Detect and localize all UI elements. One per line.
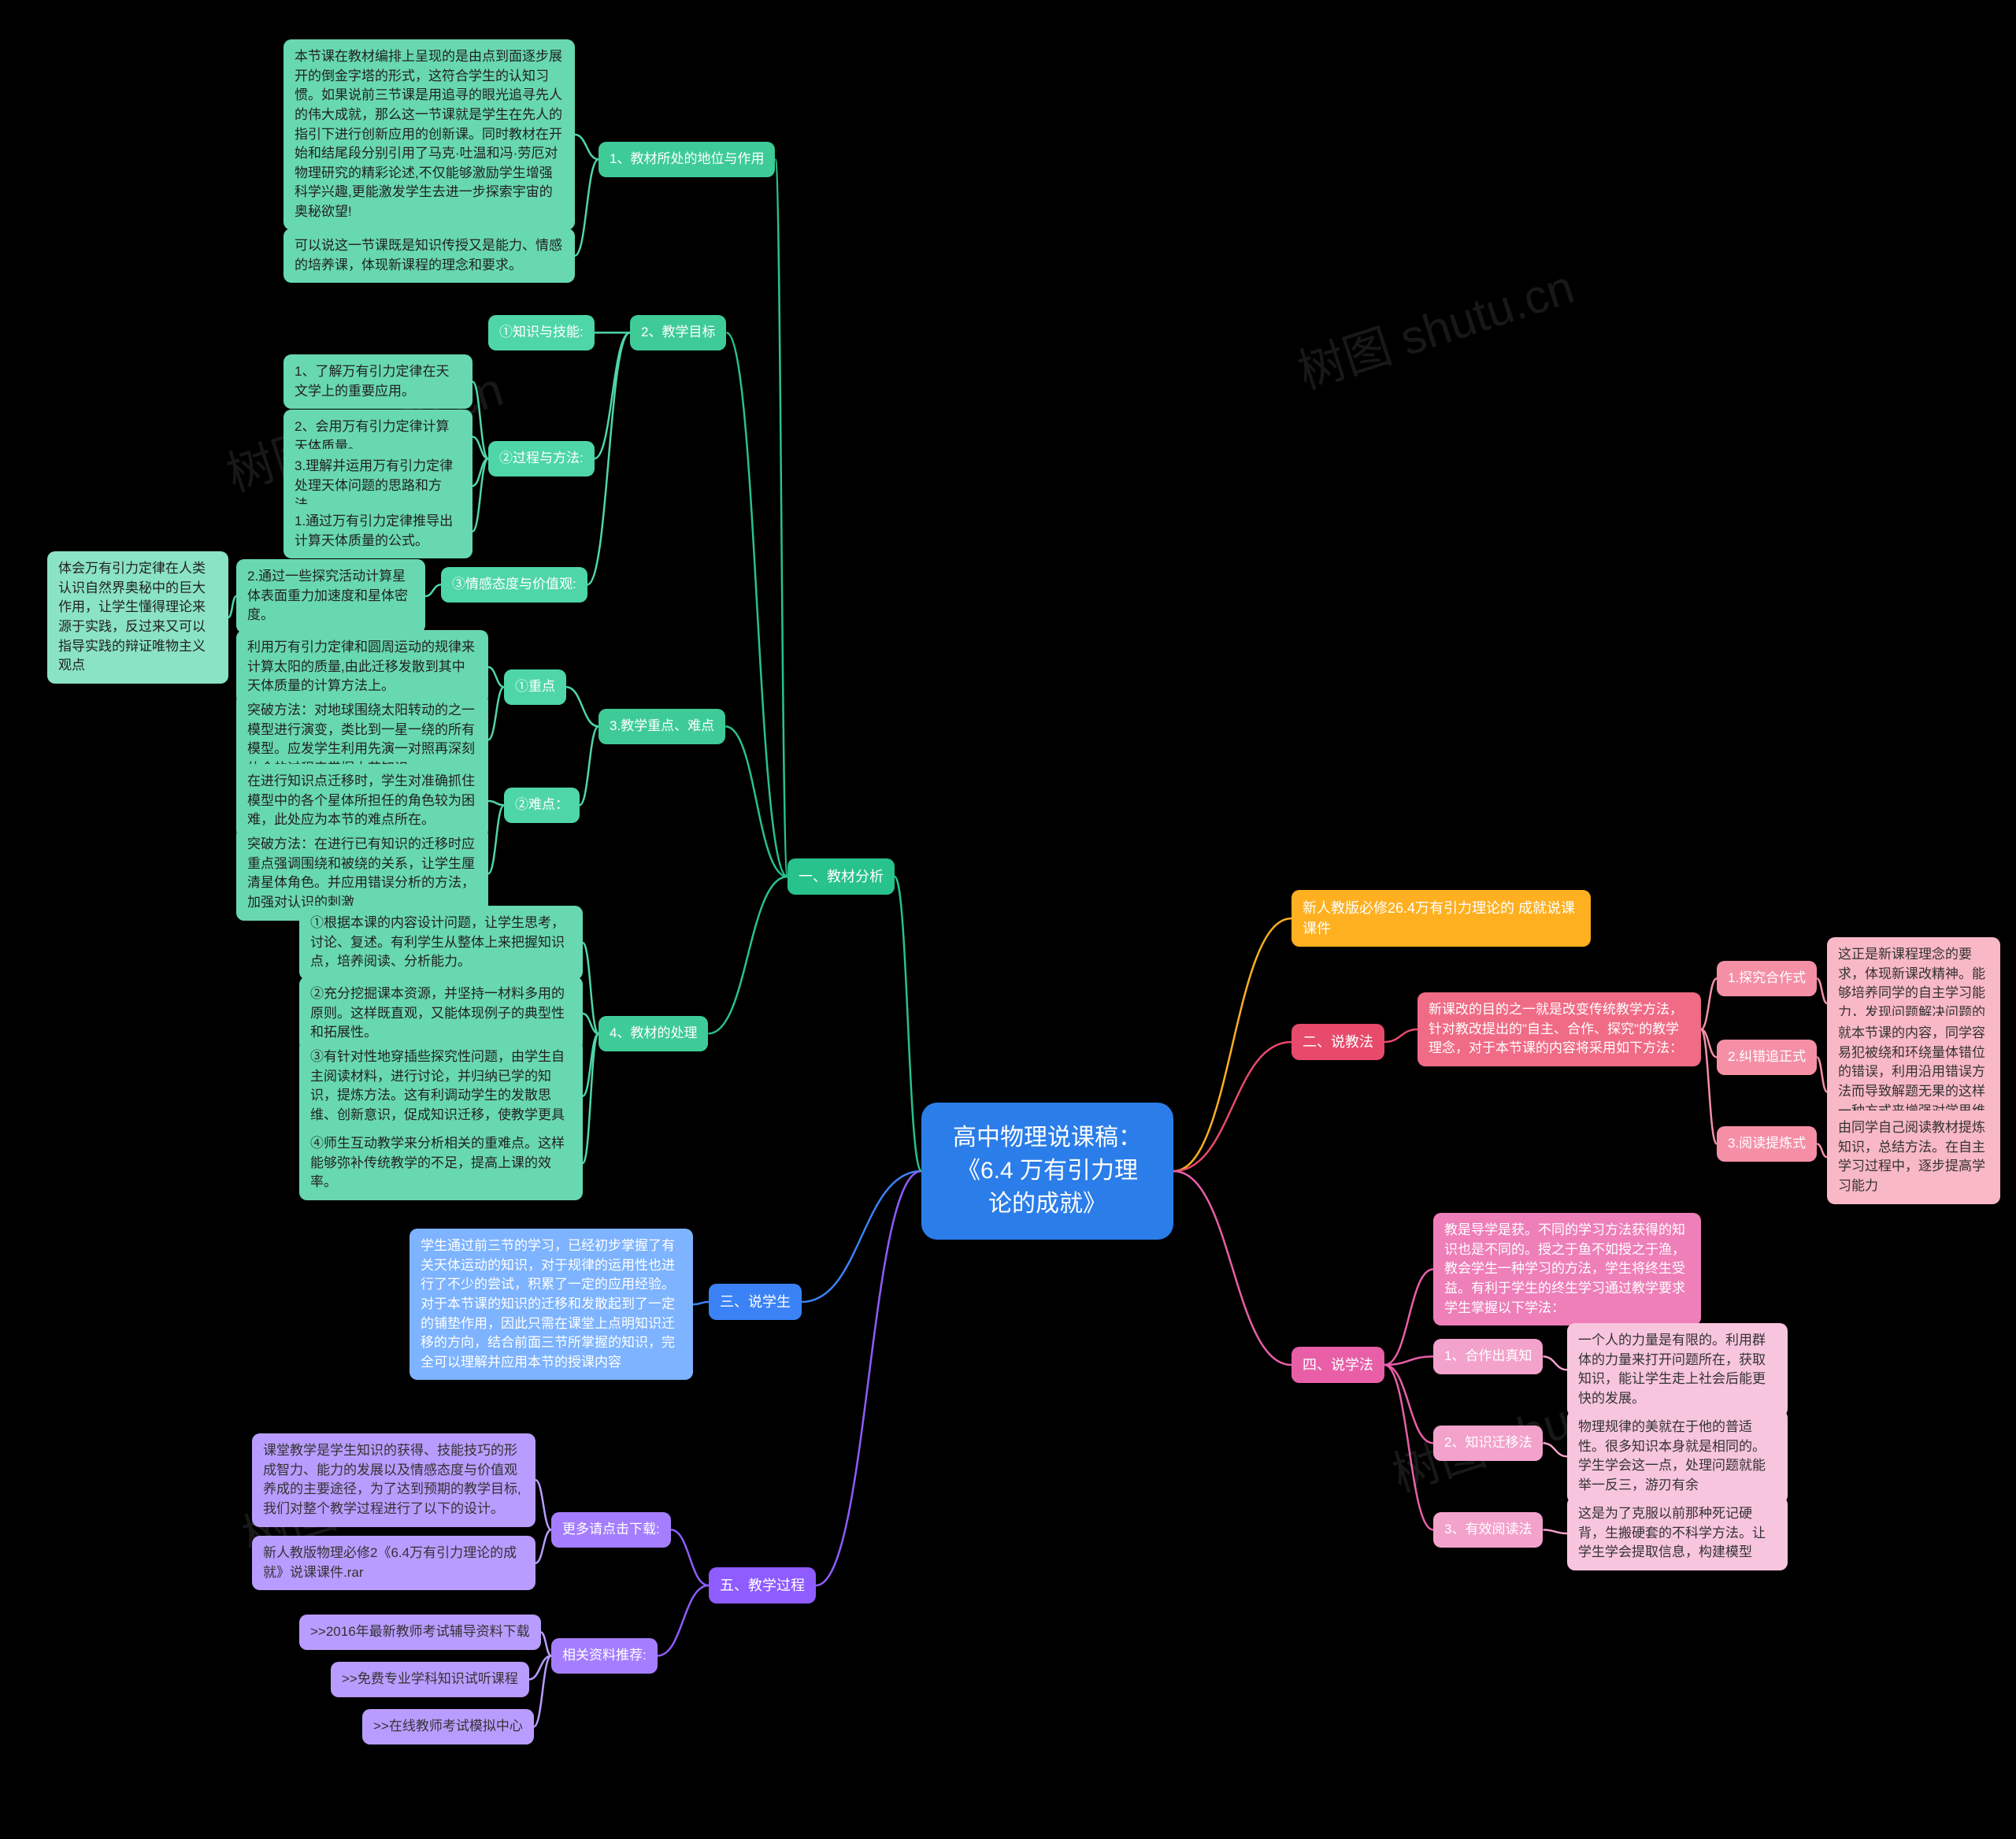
branch-sec4[interactable]: 四、说学法 bbox=[1292, 1347, 1384, 1383]
sec4-item-text[interactable]: 物理规律的美就在于他的普适性。很多知识本身就是相同的。学生学会这一点，处理问题就… bbox=[1567, 1410, 1788, 1503]
branch-sec3[interactable]: 三、说学生 bbox=[709, 1284, 802, 1320]
sec5-leaf[interactable]: 新人教版物理必修2《6.4万有引力理论的成就》说课课件.rar bbox=[252, 1536, 536, 1590]
sec5-leaf[interactable]: >>2016年最新教师考试辅导资料下载 bbox=[299, 1615, 541, 1650]
sec5-leaf[interactable]: >>在线教师考试模拟中心 bbox=[362, 1709, 534, 1744]
sec1-item[interactable]: 3.教学重点、难点 bbox=[598, 709, 725, 744]
sec4-item[interactable]: 1、合作出真知 bbox=[1433, 1339, 1543, 1374]
sec1-leaf[interactable]: ④师生互动教学来分析相关的重难点。这样能够弥补传统教学的不足，提高上课的效率。 bbox=[299, 1126, 583, 1200]
sec4-item-text[interactable]: 这是为了克服以前那种死记硬背，生搬硬套的不科学方法。让学生学会提取信息，构建模型 bbox=[1567, 1496, 1788, 1570]
sec2-item[interactable]: 3.阅读提炼式 bbox=[1717, 1126, 1817, 1162]
sec4-item[interactable]: 3、有效阅读法 bbox=[1433, 1512, 1543, 1548]
sec3-text[interactable]: 学生通过前三节的学习，已经初步掌握了有关天体运动的知识，对于规律的运用性也进行了… bbox=[410, 1229, 693, 1380]
sec5-item[interactable]: 相关资料推荐: bbox=[551, 1638, 658, 1674]
sec1-leaf[interactable]: 可以说这一节课既是知识传授又是能力、情感的培养课，体现新课程的理念和要求。 bbox=[284, 228, 575, 283]
sec1-item[interactable]: 1、教材所处的地位与作用 bbox=[598, 142, 775, 177]
sec1-sub[interactable]: ①知识与技能: bbox=[488, 315, 595, 350]
sec1-leaf[interactable]: 2.通过一些探究活动计算星体表面重力加速度和星体密度。 bbox=[236, 559, 425, 633]
center-topic[interactable]: 高中物理说课稿：《6.4 万有引力理论的成就》 bbox=[921, 1103, 1173, 1240]
sec1-leaf[interactable]: 1.通过万有引力定律推导出计算天体质量的公式。 bbox=[284, 504, 472, 558]
sec5-item[interactable]: 更多请点击下载: bbox=[551, 1512, 671, 1548]
branch-sub1[interactable]: 新人教版必修26.4万有引力理论的 成就说课课件 bbox=[1292, 890, 1591, 947]
branch-sec2[interactable]: 二、说教法 bbox=[1292, 1024, 1384, 1060]
branch-sec1[interactable]: 一、教材分析 bbox=[788, 858, 895, 895]
sec2-item[interactable]: 1.探究合作式 bbox=[1717, 961, 1817, 996]
sec1-sub[interactable]: ②过程与方法: bbox=[488, 441, 595, 476]
sec1-item[interactable]: 2、教学目标 bbox=[630, 315, 726, 350]
sec1-leaf[interactable]: 体会万有引力定律在人类认识自然界奥秘中的巨大作用，让学生懂得理论来源于实践，反过… bbox=[47, 551, 228, 684]
sec4-item-text[interactable]: 一个人的力量是有限的。利用群体的力量来打开问题所在，获取知识，能让学生走上社会后… bbox=[1567, 1323, 1788, 1417]
branch-sec5[interactable]: 五、教学过程 bbox=[709, 1567, 816, 1604]
sec1-leaf[interactable]: 1、了解万有引力定律在天文学上的重要应用。 bbox=[284, 354, 472, 409]
sec4-intro[interactable]: 教是导学是获。不同的学习方法获得的知识也是不同的。授之于鱼不如授之于渔，教会学生… bbox=[1433, 1213, 1701, 1325]
sec1-leaf[interactable]: 本节课在教材编排上呈现的是由点到面逐步展开的倒金字塔的形式，这符合学生的认知习惯… bbox=[284, 39, 575, 230]
sec1-sub[interactable]: ①重点 bbox=[504, 669, 566, 705]
sec1-sub[interactable]: ③情感态度与价值观: bbox=[441, 567, 587, 602]
sec2-item[interactable]: 2.纠错追正式 bbox=[1717, 1040, 1817, 1075]
sec2-intro[interactable]: 新课改的目的之一就是改变传统教学方法，针对教改提出的"自主、合作、探究"的教学理… bbox=[1418, 992, 1701, 1066]
sec4-item[interactable]: 2、知识迁移法 bbox=[1433, 1426, 1543, 1461]
sec1-leaf[interactable]: ①根据本课的内容设计问题，让学生思考，讨论、复述。有利学生从整体上来把握知识点，… bbox=[299, 906, 583, 980]
sec1-sub[interactable]: ②难点： bbox=[504, 788, 580, 823]
sec2-item-text[interactable]: 由同学自己阅读教材提炼知识，总结方法。在自主学习过程中，逐步提高学习能力 bbox=[1827, 1110, 2000, 1204]
watermark: 树图 shutu.cn bbox=[1288, 249, 1581, 402]
sec5-leaf[interactable]: 课堂教学是学生知识的获得、技能技巧的形成智力、能力的发展以及情感态度与价值观养成… bbox=[252, 1433, 536, 1527]
sec5-leaf[interactable]: >>免费专业学科知识试听课程 bbox=[331, 1662, 529, 1697]
sec1-item[interactable]: 4、教材的处理 bbox=[598, 1016, 708, 1051]
